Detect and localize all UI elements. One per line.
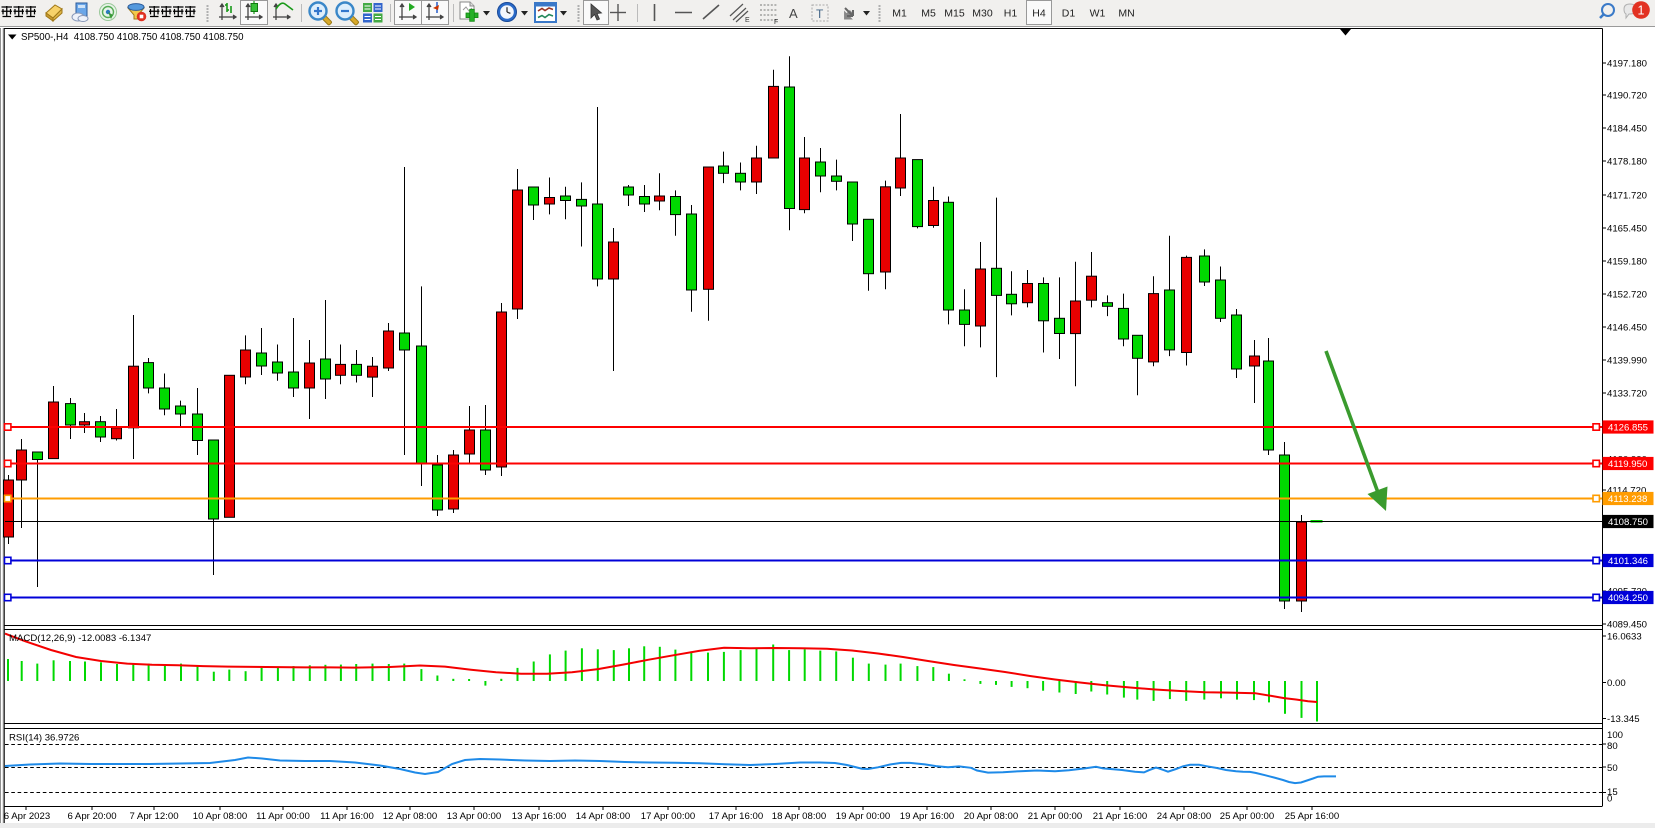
svg-text:M5: M5 [921,8,936,20]
svg-text:4119.950: 4119.950 [1608,459,1647,470]
svg-text:12 Apr 08:00: 12 Apr 08:00 [383,811,437,822]
svg-text:19 Apr 16:00: 19 Apr 16:00 [900,811,954,822]
svg-text:A: A [789,6,798,21]
svg-text:M1: M1 [892,8,907,20]
svg-text:11 Apr 16:00: 11 Apr 16:00 [320,811,374,822]
svg-text:50: 50 [1607,763,1618,774]
svg-text:4165.450: 4165.450 [1607,224,1647,235]
svg-text:4089.450: 4089.450 [1607,620,1647,631]
svg-text:21 Apr 16:00: 21 Apr 16:00 [1093,811,1147,822]
svg-text:4114.720: 4114.720 [1607,486,1646,497]
svg-text:0.00: 0.00 [1607,678,1626,689]
svg-text:18 Apr 08:00: 18 Apr 08:00 [772,811,826,822]
svg-text:24 Apr 08:00: 24 Apr 08:00 [1157,811,1211,822]
svg-text:H1: H1 [1004,8,1018,20]
svg-text:25 Apr 16:00: 25 Apr 16:00 [1285,811,1339,822]
svg-text:M15: M15 [944,8,965,20]
svg-text:T: T [816,7,824,21]
svg-text:6 Apr 2023: 6 Apr 2023 [4,811,50,822]
svg-text:4101.346: 4101.346 [1608,556,1648,567]
svg-text:D1: D1 [1062,8,1076,20]
svg-text:6 Apr 20:00: 6 Apr 20:00 [67,811,116,822]
svg-text:4113.238: 4113.238 [1608,494,1647,505]
svg-text:E: E [745,17,750,24]
svg-text:7 Apr 12:00: 7 Apr 12:00 [129,811,178,822]
svg-text:1: 1 [1638,4,1645,18]
svg-text:4126.855: 4126.855 [1608,423,1648,434]
svg-text:17 Apr 16:00: 17 Apr 16:00 [709,811,763,822]
svg-text:4139.990: 4139.990 [1607,356,1647,367]
svg-text:11 Apr 00:00: 11 Apr 00:00 [256,811,310,822]
svg-text:4133.720: 4133.720 [1607,389,1647,400]
svg-text:17 Apr 00:00: 17 Apr 00:00 [641,811,695,822]
svg-text:RSI(14) 36.9726: RSI(14) 36.9726 [9,733,79,744]
svg-text:4152.720: 4152.720 [1607,290,1647,301]
svg-text:0: 0 [1607,794,1612,805]
svg-text:-13.345: -13.345 [1607,714,1640,725]
svg-text:4094.250: 4094.250 [1608,593,1648,604]
svg-text:M30: M30 [972,8,993,20]
svg-text:20 Apr 08:00: 20 Apr 08:00 [964,811,1018,822]
svg-text:4159.180: 4159.180 [1607,257,1647,268]
svg-text:15: 15 [1607,787,1618,798]
svg-text:14 Apr 08:00: 14 Apr 08:00 [576,811,630,822]
svg-text:13 Apr 00:00: 13 Apr 00:00 [447,811,501,822]
svg-text:F: F [774,19,778,26]
svg-text:21 Apr 00:00: 21 Apr 00:00 [1028,811,1082,822]
svg-text:4171.720: 4171.720 [1607,191,1647,202]
svg-text:4146.450: 4146.450 [1607,323,1647,334]
svg-text:4197.180: 4197.180 [1607,59,1647,70]
svg-text:MN: MN [1118,8,1134,20]
svg-text:100: 100 [1607,730,1623,741]
svg-text:25 Apr 00:00: 25 Apr 00:00 [1220,811,1274,822]
svg-text:4178.180: 4178.180 [1607,157,1647,168]
svg-text:80: 80 [1607,741,1618,752]
svg-text:4184.450: 4184.450 [1607,124,1647,135]
svg-text:10 Apr 08:00: 10 Apr 08:00 [193,811,247,822]
svg-text:W1: W1 [1090,8,1106,20]
svg-text:19 Apr 00:00: 19 Apr 00:00 [836,811,890,822]
svg-text:16.0633: 16.0633 [1607,632,1642,643]
svg-text:13 Apr 16:00: 13 Apr 16:00 [512,811,566,822]
svg-text:4108.750: 4108.750 [1608,517,1648,528]
svg-text:MACD(12,26,9) -12.0083 -6.1347: MACD(12,26,9) -12.0083 -6.1347 [9,633,151,644]
svg-text:H4: H4 [1032,8,1046,20]
svg-text:SP500-,H4 4108.750 4108.750 4: SP500-,H4 4108.750 4108.750 4108.750 410… [21,32,244,43]
svg-text:4190.720: 4190.720 [1607,91,1647,102]
